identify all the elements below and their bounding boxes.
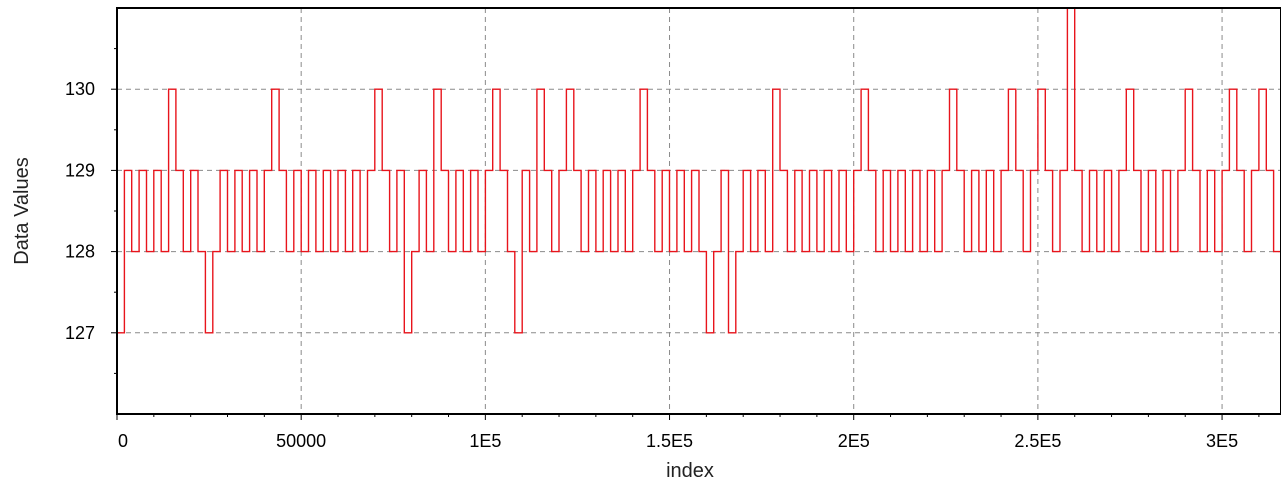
x-axis-title: index: [666, 460, 714, 482]
y-tick-label: 130: [65, 79, 95, 99]
x-tick-label: 50000: [276, 431, 326, 451]
y-axis-title: Data Values: [11, 157, 33, 264]
series-layer: [117, 8, 1281, 334]
y-tick-label: 129: [65, 160, 95, 180]
x-tick-label: 2.5E5: [1014, 431, 1061, 451]
y-axis-tick-labels: 127 128 129 130: [65, 79, 95, 343]
series-line: [117, 8, 1281, 334]
x-tick-label: 1.5E5: [646, 431, 693, 451]
y-tick-label: 128: [65, 242, 95, 262]
x-tick-label: 3E5: [1206, 431, 1238, 451]
x-axis-tick-labels: 0 50000 1E5 1.5E5 2E5 2.5E5 3E5: [118, 431, 1238, 451]
x-tick-label: 1E5: [469, 431, 501, 451]
y-tick-label: 127: [65, 323, 95, 343]
x-tick-label: 0: [118, 431, 128, 451]
x-tick-label: 2E5: [838, 431, 870, 451]
axis-ticks: [111, 48, 1260, 420]
